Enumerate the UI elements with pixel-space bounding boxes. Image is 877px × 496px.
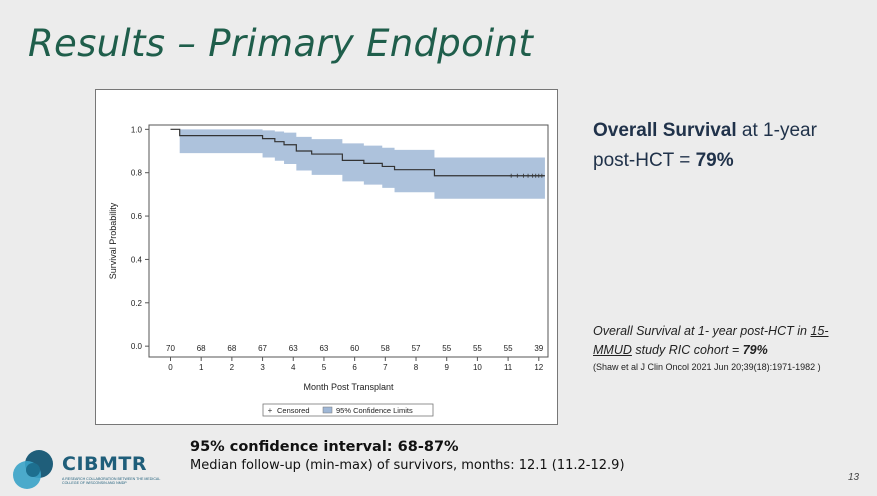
os-headline-label: Overall Survival bbox=[593, 120, 737, 141]
logo-mark-icon bbox=[13, 450, 53, 489]
censor-mark-1 bbox=[515, 173, 520, 178]
x-tick-label: 11 bbox=[504, 363, 513, 372]
legend-censored-label: Censored bbox=[277, 406, 310, 415]
ci-band bbox=[170, 129, 545, 199]
cohort-note-text-1: Overall Survival at 1- year post-HCT in bbox=[593, 324, 811, 338]
x-tick-label: 5 bbox=[322, 363, 327, 372]
legend-ci-label: 95% Confidence Limits bbox=[336, 406, 413, 415]
at-risk-count: 68 bbox=[227, 344, 236, 353]
at-risk-count: 55 bbox=[504, 344, 513, 353]
confidence-interval-text: 95% confidence interval: 68-87% bbox=[190, 439, 459, 455]
at-risk-count: 55 bbox=[473, 344, 482, 353]
at-risk-count: 68 bbox=[197, 344, 206, 353]
citation: (Shaw et al J Clin Oncol 2021 Jun 20;39(… bbox=[593, 362, 821, 372]
os-headline-value: 79% bbox=[695, 150, 734, 171]
at-risk-count: 60 bbox=[350, 344, 359, 353]
plot-frame bbox=[148, 124, 549, 358]
cohort-note: Overall Survival at 1- year post-HCT in … bbox=[593, 322, 863, 374]
y-tick-label: 0.0 bbox=[131, 342, 143, 351]
at-risk-count: 70 bbox=[166, 344, 175, 353]
x-tick-label: 7 bbox=[383, 363, 388, 372]
y-tick-label: 0.4 bbox=[131, 255, 143, 264]
os-headline-text: at 1-year post-HCT = bbox=[593, 120, 817, 171]
at-risk-count: 63 bbox=[319, 344, 328, 353]
os-headline: Overall Survival at 1-year post-HCT = 79… bbox=[593, 116, 843, 176]
km-survival-figure: 0.0 0.2 0.4 0.6 0.8 1.0 0 1 2 3 4 5 6 7 8 9 10 11 12 70 68 68… bbox=[95, 89, 558, 425]
at-risk-count: 58 bbox=[381, 344, 390, 353]
x-tick-label: 9 bbox=[444, 363, 449, 372]
at-risk-count: 57 bbox=[412, 344, 421, 353]
x-tick-label: 12 bbox=[534, 363, 543, 372]
x-axis-label: Month Post Transplant bbox=[303, 382, 394, 392]
x-tick-label: 0 bbox=[168, 363, 173, 372]
cohort-note-text-2: study RIC cohort = bbox=[631, 343, 743, 357]
cohort-note-value: 79% bbox=[742, 343, 768, 357]
slide-title: Results – Primary Endpoint bbox=[28, 22, 534, 65]
x-tick-label: 6 bbox=[352, 363, 357, 372]
y-tick-label: 0.2 bbox=[131, 299, 143, 308]
follow-up-text: Median follow-up (min-max) of survivors,… bbox=[190, 458, 625, 473]
censor-mark-0 bbox=[509, 173, 514, 178]
page-number: 13 bbox=[848, 472, 860, 483]
at-risk-count: 39 bbox=[534, 344, 543, 353]
x-tick-label: 10 bbox=[473, 363, 482, 372]
censor-mark-7 bbox=[539, 173, 544, 178]
censor-mark-2 bbox=[521, 173, 526, 178]
legend-censored-marker: + bbox=[268, 406, 273, 415]
x-tick-label: 3 bbox=[260, 363, 265, 372]
y-axis-label: Survival Probability bbox=[108, 202, 118, 279]
x-tick-label: 2 bbox=[230, 363, 235, 372]
y-tick-label: 0.8 bbox=[131, 169, 143, 178]
at-risk-count: 55 bbox=[442, 344, 451, 353]
x-tick-label: 1 bbox=[199, 363, 204, 372]
y-tick-label: 1.0 bbox=[131, 125, 143, 134]
at-risk-count: 63 bbox=[289, 344, 298, 353]
x-tick-label: 8 bbox=[414, 363, 419, 372]
legend-ci-swatch bbox=[322, 406, 333, 414]
x-tick-label: 4 bbox=[291, 363, 296, 372]
cibmtr-logo: CIBMTR A RESEARCH COLLABORATION BETWEEN … bbox=[12, 447, 162, 491]
y-tick-label: 0.6 bbox=[131, 212, 143, 221]
legend-box bbox=[262, 403, 434, 417]
cohort-note-cohort: 15-MMUD bbox=[593, 324, 829, 357]
logo-tagline: A RESEARCH COLLABORATION BETWEEN THE MED… bbox=[62, 477, 161, 485]
logo-name: CIBMTR bbox=[62, 453, 147, 475]
survival-curve bbox=[170, 128, 545, 177]
censor-mark-3 bbox=[526, 173, 531, 178]
at-risk-count: 67 bbox=[258, 344, 267, 353]
